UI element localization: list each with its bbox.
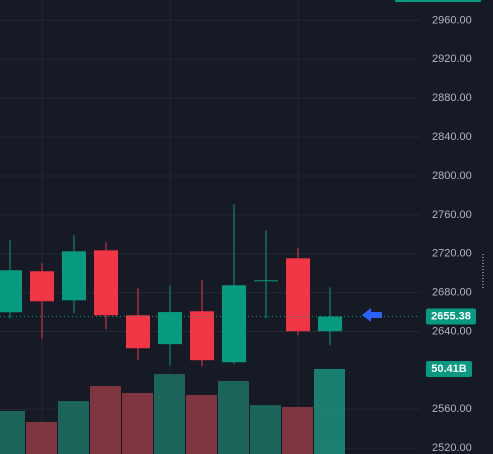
y-tick-label: 2960.00 — [432, 14, 472, 26]
candle-body — [94, 250, 118, 316]
candle-body — [30, 271, 54, 302]
volume-bar — [218, 380, 249, 454]
candle-body — [0, 270, 22, 313]
candle-body — [286, 258, 310, 332]
last-price-tag — [426, 308, 476, 325]
volume-label: 50.41B — [431, 363, 467, 375]
volume-bar — [58, 401, 89, 454]
candle-body — [190, 311, 214, 361]
candle-body — [62, 251, 86, 301]
volume-bar — [90, 386, 121, 454]
y-tick-label: 2920.00 — [432, 53, 472, 65]
y-tick-label: 2680.00 — [432, 287, 472, 299]
volume-bar — [250, 405, 281, 454]
y-tick-label: 2800.00 — [432, 170, 472, 182]
last-price-label: 2655.38 — [431, 310, 471, 322]
candle-body — [126, 315, 150, 349]
y-tick-label: 2720.00 — [432, 248, 472, 260]
volume-bar — [0, 411, 25, 454]
y-tick-label: 2880.00 — [432, 92, 472, 104]
candle-body — [318, 316, 342, 332]
volume-bar — [26, 421, 57, 454]
candle-layer — [0, 204, 420, 367]
volume-layer — [0, 369, 345, 454]
candle-body — [254, 280, 278, 282]
candle-body — [222, 285, 246, 363]
volume-bar — [122, 392, 153, 454]
volume-bar — [154, 374, 185, 454]
price-arrow — [362, 308, 382, 322]
candle-body — [158, 312, 182, 345]
price-axis: 2960.00 2920.00 2880.00 2840.00 2800.00 2760.… — [426, 14, 476, 454]
y-tick-label: 2560.00 — [432, 403, 472, 415]
volume-tag — [426, 361, 472, 377]
volume-bar — [314, 369, 345, 454]
y-tick-label: 2520.00 — [432, 442, 472, 454]
top-indicator — [395, 0, 481, 2]
y-tick-label: 2760.00 — [432, 209, 472, 221]
y-tick-label: 2840.00 — [432, 131, 472, 143]
volume-bar — [186, 394, 217, 454]
y-tick-label: 2640.00 — [432, 325, 472, 337]
volume-bar — [282, 406, 313, 454]
